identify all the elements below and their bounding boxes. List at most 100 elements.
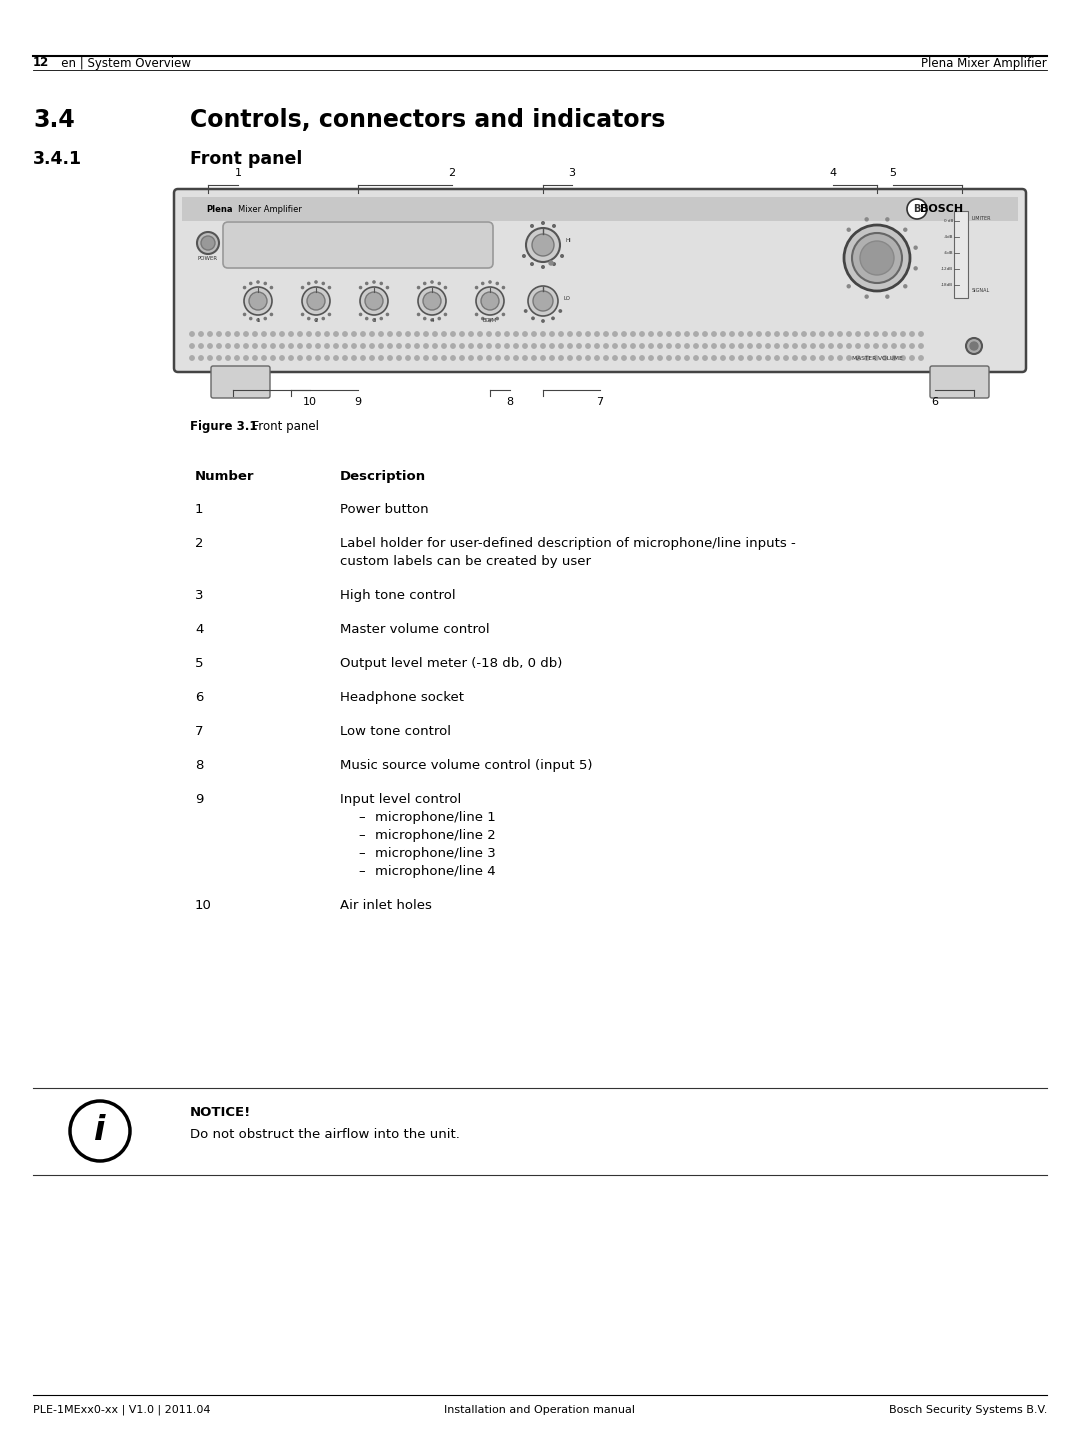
- Circle shape: [482, 317, 484, 320]
- Circle shape: [604, 331, 608, 336]
- Text: 0 dB: 0 dB: [944, 219, 953, 223]
- Circle shape: [542, 320, 544, 323]
- Circle shape: [406, 331, 410, 336]
- Circle shape: [249, 317, 252, 320]
- Circle shape: [496, 344, 500, 349]
- Text: 7: 7: [596, 398, 604, 406]
- Circle shape: [423, 356, 428, 360]
- Circle shape: [739, 356, 743, 360]
- Circle shape: [369, 331, 374, 336]
- Circle shape: [302, 287, 330, 316]
- Circle shape: [257, 318, 259, 321]
- Circle shape: [784, 344, 788, 349]
- Circle shape: [325, 356, 329, 360]
- Circle shape: [244, 356, 248, 360]
- Circle shape: [379, 344, 383, 349]
- Circle shape: [577, 356, 581, 360]
- Circle shape: [631, 344, 635, 349]
- Text: BG/M: BG/M: [483, 317, 497, 323]
- Circle shape: [811, 331, 815, 336]
- Circle shape: [541, 331, 545, 336]
- Circle shape: [784, 331, 788, 336]
- Text: microphone/line 4: microphone/line 4: [375, 865, 496, 878]
- Circle shape: [406, 344, 410, 349]
- Circle shape: [280, 356, 284, 360]
- Circle shape: [585, 344, 590, 349]
- Circle shape: [373, 318, 375, 321]
- Circle shape: [882, 356, 887, 360]
- Circle shape: [801, 356, 806, 360]
- Circle shape: [373, 281, 375, 282]
- Circle shape: [882, 344, 887, 349]
- Circle shape: [244, 331, 248, 336]
- Circle shape: [658, 356, 662, 360]
- Circle shape: [712, 356, 716, 360]
- Circle shape: [549, 261, 553, 265]
- Circle shape: [886, 218, 889, 220]
- Circle shape: [496, 282, 498, 284]
- Circle shape: [487, 344, 491, 349]
- Circle shape: [477, 331, 482, 336]
- Circle shape: [301, 287, 303, 288]
- Circle shape: [525, 310, 527, 313]
- Circle shape: [542, 265, 544, 268]
- Circle shape: [919, 344, 923, 349]
- Circle shape: [874, 331, 878, 336]
- Text: 12: 12: [33, 56, 50, 69]
- Circle shape: [253, 356, 257, 360]
- Circle shape: [585, 356, 590, 360]
- Circle shape: [423, 317, 426, 320]
- Circle shape: [801, 344, 806, 349]
- Circle shape: [577, 344, 581, 349]
- Circle shape: [730, 331, 734, 336]
- Circle shape: [469, 331, 473, 336]
- Circle shape: [253, 331, 257, 336]
- Circle shape: [423, 282, 426, 284]
- Circle shape: [676, 356, 680, 360]
- Circle shape: [380, 282, 382, 284]
- Circle shape: [907, 199, 927, 219]
- Circle shape: [489, 318, 491, 321]
- Circle shape: [487, 356, 491, 360]
- Circle shape: [315, 318, 318, 321]
- Circle shape: [685, 356, 689, 360]
- Circle shape: [757, 356, 761, 360]
- Circle shape: [207, 356, 212, 360]
- Circle shape: [460, 356, 464, 360]
- Text: custom labels can be created by user: custom labels can be created by user: [340, 555, 591, 568]
- Text: 4: 4: [430, 317, 434, 323]
- Text: 5: 5: [195, 657, 203, 670]
- Circle shape: [860, 241, 894, 275]
- Circle shape: [666, 344, 671, 349]
- Circle shape: [226, 356, 230, 360]
- Circle shape: [828, 331, 833, 336]
- Text: 6: 6: [931, 398, 939, 406]
- Circle shape: [298, 344, 302, 349]
- Text: 2: 2: [448, 169, 456, 179]
- FancyBboxPatch shape: [211, 366, 270, 398]
- Circle shape: [442, 331, 446, 336]
- Text: microphone/line 3: microphone/line 3: [375, 847, 496, 860]
- Circle shape: [847, 356, 851, 360]
- Text: -12dB: -12dB: [941, 267, 953, 271]
- Circle shape: [487, 331, 491, 336]
- Circle shape: [531, 331, 536, 336]
- Circle shape: [190, 331, 194, 336]
- Circle shape: [901, 344, 905, 349]
- Circle shape: [360, 313, 362, 316]
- Circle shape: [406, 356, 410, 360]
- Circle shape: [559, 310, 562, 313]
- Circle shape: [307, 293, 325, 310]
- Circle shape: [852, 233, 902, 282]
- Text: –: –: [357, 811, 365, 824]
- Circle shape: [322, 317, 324, 320]
- Circle shape: [261, 331, 266, 336]
- Circle shape: [919, 331, 923, 336]
- Circle shape: [217, 344, 221, 349]
- Text: Front panel: Front panel: [190, 150, 302, 169]
- Circle shape: [476, 287, 504, 316]
- Circle shape: [190, 344, 194, 349]
- Text: B: B: [914, 205, 920, 215]
- Circle shape: [360, 287, 388, 316]
- Circle shape: [197, 232, 219, 254]
